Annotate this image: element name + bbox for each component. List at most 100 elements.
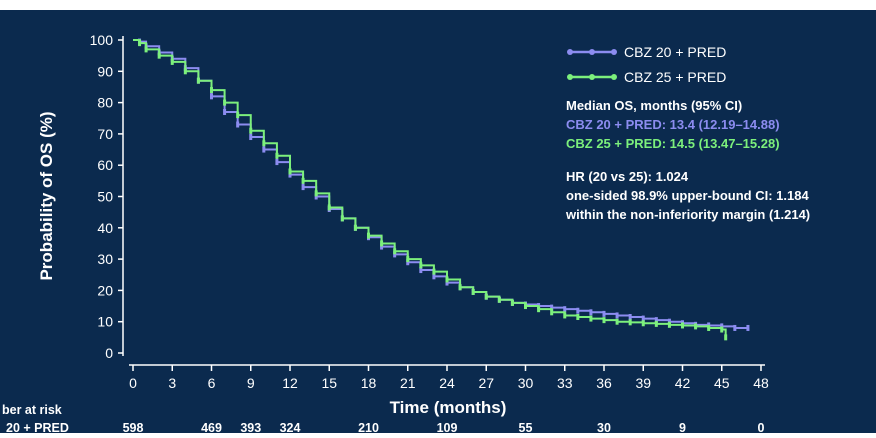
x-tick-label: 6 bbox=[208, 375, 216, 391]
censor-mark bbox=[432, 268, 436, 275]
censor-mark bbox=[314, 193, 318, 200]
censor-mark bbox=[576, 314, 580, 321]
censor-mark bbox=[327, 204, 331, 211]
x-tick-label: 0 bbox=[129, 375, 137, 391]
risk-table-header: ber at risk bbox=[2, 403, 62, 417]
x-tick-label: 3 bbox=[168, 375, 176, 391]
y-tick-label: 50 bbox=[97, 189, 113, 205]
censor-mark bbox=[746, 324, 750, 331]
risk-count: 30 bbox=[597, 421, 611, 433]
x-tick-label: 48 bbox=[753, 375, 769, 391]
censor-mark bbox=[563, 312, 567, 319]
censor-mark bbox=[724, 334, 728, 341]
y-tick-label: 20 bbox=[97, 282, 113, 298]
y-tick-label: 80 bbox=[97, 95, 113, 111]
annotation-box: Median OS, months (95% CI) CBZ 20 + PRED… bbox=[566, 96, 810, 224]
censor-mark bbox=[393, 248, 397, 255]
y-tick-label: 10 bbox=[97, 314, 113, 330]
legend: CBZ 20 + PRED CBZ 25 + PRED bbox=[567, 44, 726, 85]
censor-mark bbox=[340, 215, 344, 222]
censor-mark bbox=[301, 177, 305, 184]
x-tick-label: 15 bbox=[321, 375, 337, 391]
censor-mark bbox=[602, 317, 606, 324]
risk-count: 9 bbox=[679, 421, 686, 433]
censor-mark bbox=[236, 121, 240, 128]
censor-mark bbox=[249, 134, 253, 141]
y-axis-label: Probability of OS (%) bbox=[37, 111, 56, 280]
censor-mark bbox=[406, 259, 410, 266]
censor-mark bbox=[236, 112, 240, 119]
censor-mark bbox=[667, 318, 671, 325]
censor-mark bbox=[288, 168, 292, 175]
hr-line-2: one-sided 98.9% upper-bound CI: 1.184 bbox=[566, 188, 809, 203]
x-tick-label: 21 bbox=[400, 375, 416, 391]
censor-mark bbox=[563, 306, 567, 313]
x-tick-label: 42 bbox=[675, 375, 691, 391]
censor-mark bbox=[301, 184, 305, 191]
censor-mark bbox=[537, 306, 541, 313]
x-tick-label: 12 bbox=[282, 375, 298, 391]
risk-count: 469 bbox=[201, 421, 222, 433]
censor-mark bbox=[641, 320, 645, 327]
censor-mark bbox=[393, 251, 397, 258]
censor-mark bbox=[550, 304, 554, 311]
censor-mark bbox=[445, 276, 449, 283]
x-tick-label: 33 bbox=[557, 375, 573, 391]
censor-mark bbox=[406, 256, 410, 263]
legend-label-cbz25: CBZ 25 + PRED bbox=[624, 69, 726, 85]
censor-mark bbox=[667, 321, 671, 328]
legend-marker bbox=[567, 74, 573, 80]
censor-mark bbox=[275, 152, 279, 159]
censor-mark bbox=[733, 324, 737, 331]
x-tick-label: 27 bbox=[478, 375, 494, 391]
median-os-cbz20: CBZ 20 + PRED: 13.4 (12.19–14.88) bbox=[566, 117, 780, 132]
hr-line-3: within the non-inferiority margin (1.214… bbox=[566, 207, 811, 222]
censor-mark bbox=[183, 68, 187, 75]
censor-mark bbox=[314, 190, 318, 197]
censor-mark bbox=[138, 40, 142, 47]
risk-table-row-label: 20 + PRED bbox=[6, 421, 69, 433]
risk-count: 210 bbox=[358, 421, 379, 433]
censor-mark bbox=[170, 58, 174, 65]
censor-mark bbox=[419, 262, 423, 269]
risk-count: 55 bbox=[519, 421, 533, 433]
y-tick-label: 40 bbox=[97, 220, 113, 236]
censor-mark bbox=[157, 52, 161, 59]
y-tick-label: 70 bbox=[97, 126, 113, 142]
y-tick-label: 0 bbox=[105, 345, 113, 361]
censor-mark bbox=[471, 288, 475, 295]
x-tick-label: 30 bbox=[518, 375, 534, 391]
y-tick-label: 90 bbox=[97, 63, 113, 79]
censor-mark bbox=[196, 77, 200, 84]
hr-line-1: HR (20 vs 25): 1.024 bbox=[566, 169, 689, 184]
legend-marker bbox=[589, 74, 595, 80]
x-tick-label: 24 bbox=[439, 375, 455, 391]
legend-item-cbz20: CBZ 20 + PRED bbox=[567, 44, 726, 60]
censor-mark bbox=[615, 312, 619, 319]
censor-mark bbox=[550, 309, 554, 316]
risk-count: 598 bbox=[123, 421, 144, 433]
risk-table: ber at risk 20 + PRED 598 469 393 324 210 109… bbox=[2, 403, 765, 435]
legend-marker bbox=[589, 49, 595, 55]
censor-mark bbox=[628, 319, 632, 326]
spacer bbox=[566, 153, 810, 167]
x-axis-label: Time (months) bbox=[390, 398, 507, 417]
censor-mark bbox=[615, 318, 619, 325]
median-os-header: Median OS, months (95% CI) bbox=[566, 98, 743, 113]
censor-mark bbox=[576, 307, 580, 314]
legend-marker bbox=[567, 49, 573, 55]
censor-mark bbox=[458, 284, 462, 291]
censor-mark bbox=[694, 323, 698, 330]
censor-mark bbox=[210, 93, 213, 100]
censor-mark bbox=[654, 320, 658, 327]
censor-mark bbox=[144, 46, 148, 53]
censor-mark bbox=[681, 322, 684, 329]
x-tick-label: 18 bbox=[361, 375, 377, 391]
series-line-cbz25 bbox=[133, 39, 727, 338]
legend-label-cbz20: CBZ 20 + PRED bbox=[624, 44, 726, 60]
censor-mark bbox=[432, 273, 436, 280]
risk-count: 0 bbox=[758, 421, 765, 433]
risk-count: 324 bbox=[280, 421, 301, 433]
